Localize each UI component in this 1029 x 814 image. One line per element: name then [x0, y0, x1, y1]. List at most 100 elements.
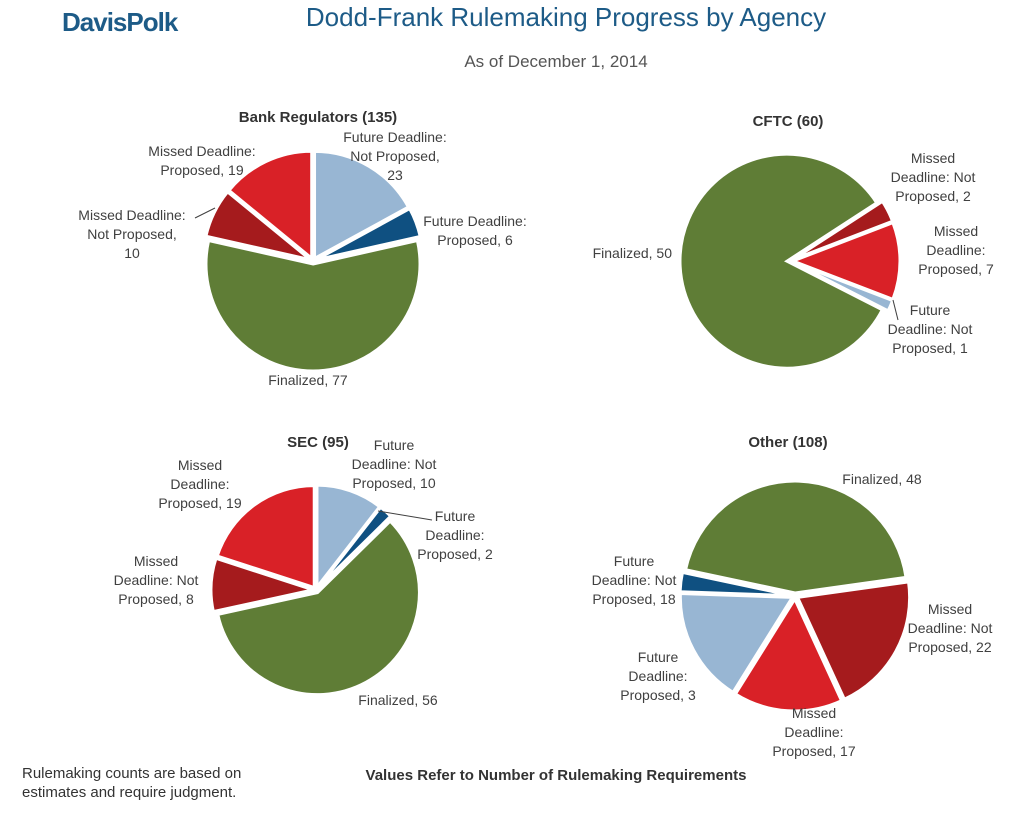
- slice-label-line: Deadline:: [784, 724, 843, 740]
- page-subtitle: As of December 1, 2014: [464, 52, 647, 71]
- pie-slice-missed-not-proposed: [795, 580, 912, 702]
- slice-label-line: Not Proposed,: [350, 148, 440, 164]
- slice-label-line: Missed Deadline:: [148, 143, 255, 159]
- slice-label-line: Deadline: Not: [592, 572, 677, 588]
- slice-label-line: Missed: [934, 223, 978, 239]
- pie-slice-future-proposed: [678, 570, 793, 598]
- slice-label-line: Future Deadline:: [343, 129, 447, 145]
- slice-label: Missed Deadline: Not Proposed, 2: [891, 150, 976, 204]
- slice-label: Future Deadline: Proposed, 2: [417, 508, 493, 562]
- slice-label-line: Missed: [792, 705, 836, 721]
- slice-label: Missed Deadline: Proposed, 7: [918, 223, 994, 277]
- page-title: Dodd-Frank Rulemaking Progress by Agency: [306, 2, 826, 32]
- pie-slice-finalized: [683, 479, 908, 595]
- slice-label-line: Missed: [928, 601, 972, 617]
- pie-slice-future-not-proposed: [315, 483, 382, 592]
- slice-label-line: Missed: [134, 553, 178, 569]
- slice-label-line: Proposed, 19: [158, 495, 241, 511]
- slice-label-line: Proposed, 2: [417, 546, 493, 562]
- slice-label: Missed Deadline: Proposed, 17: [772, 705, 855, 759]
- slice-label-line: Deadline: Not: [891, 169, 976, 185]
- slice-label-line: Not Proposed,: [87, 226, 177, 242]
- pie-slice-finalized: [215, 518, 421, 697]
- slice-label-line: Deadline:: [628, 668, 687, 684]
- slice-label-line: Proposed, 2: [895, 188, 971, 204]
- slice-label-line: Proposed, 1: [892, 340, 968, 356]
- slice-label-line: Deadline:: [926, 242, 985, 258]
- slice-label-line: Future: [614, 553, 655, 569]
- pie-title: Other (108): [748, 434, 827, 451]
- slice-label-line: Proposed, 8: [118, 591, 194, 607]
- slice-label: Future Deadline: Not Proposed, 10: [352, 437, 437, 491]
- pie-slice-missed-proposed: [226, 149, 314, 262]
- slice-label-line: Future: [374, 437, 415, 453]
- slice-label-line: Deadline:: [170, 476, 229, 492]
- slice-label-line: Proposed, 18: [592, 591, 675, 607]
- leader-line: [194, 207, 216, 219]
- slice-label-line: Proposed, 17: [772, 743, 855, 759]
- slice-label: Finalized, 56: [358, 692, 438, 708]
- pie-slice-missed-not-proposed: [204, 189, 312, 262]
- pie-slice-future-not-proposed: [678, 591, 795, 695]
- footer-caption: Values Refer to Number of Rulemaking Req…: [366, 767, 747, 784]
- pie-slice-missed-proposed: [788, 220, 902, 302]
- pie-title: Bank Regulators (135): [239, 109, 397, 126]
- slice-label: Future Deadline: Not Proposed, 23: [343, 129, 447, 183]
- slice-label: Missed Deadline: Not Proposed, 8: [114, 553, 199, 607]
- slice-label-line: Missed: [911, 150, 955, 166]
- slice-label-line: Deadline: Not: [114, 572, 199, 588]
- slice-label-line: Finalized, 77: [268, 372, 348, 388]
- footer-note-line-1: Rulemaking counts are based on: [22, 765, 241, 782]
- slice-label: Future Deadline: Proposed, 6: [423, 213, 527, 248]
- slice-label-line: Proposed, 3: [620, 687, 696, 703]
- pie-title: SEC (95): [287, 434, 349, 451]
- slice-label-line: Missed Deadline:: [78, 207, 185, 223]
- slice-label: Future Deadline: Proposed, 3: [620, 649, 696, 703]
- slice-label-line: Proposed, 7: [918, 261, 994, 277]
- slice-label-line: Missed: [178, 457, 222, 473]
- slice-label-line: Proposed, 22: [908, 639, 991, 655]
- pie-slice-missed-proposed: [215, 484, 316, 590]
- pie-slice-future-proposed: [315, 206, 422, 262]
- slice-label-line: Future: [910, 302, 951, 318]
- slice-label-line: Finalized, 48: [842, 471, 922, 487]
- slice-label-line: Deadline:: [425, 527, 484, 543]
- slice-label-line: Future: [638, 649, 679, 665]
- slice-label-line: 23: [387, 167, 403, 183]
- pie-1: CFTC (60)Future Deadline: Not Proposed, 1F…: [593, 113, 994, 370]
- pie-2: SEC (95) Future Deadline: Not Proposed, 10F…: [114, 434, 493, 708]
- pie-slice-missed-not-proposed: [209, 556, 319, 614]
- pie-title: CFTC (60): [753, 113, 824, 130]
- leader-line: [892, 299, 899, 321]
- pie-slice-future-not-proposed: [313, 149, 411, 261]
- slice-label: Missed Deadline: Not Proposed, 22: [908, 601, 993, 655]
- slice-label: Finalized, 77: [268, 372, 348, 388]
- slice-label-line: Deadline: Not: [908, 620, 993, 636]
- pie-slice-finalized: [678, 152, 885, 370]
- slice-label: Missed Deadline: Not Proposed, 10: [78, 207, 185, 261]
- slice-label: Finalized, 48: [842, 471, 922, 487]
- slice-label-line: Future: [435, 508, 476, 524]
- slice-label-line: Deadline: Not: [888, 321, 973, 337]
- pie-slice-future-proposed: [316, 505, 393, 589]
- slice-label: Future Deadline: Not Proposed, 18: [592, 553, 677, 607]
- footer-note-line-2: estimates and require judgment.: [22, 784, 236, 801]
- davis-polk-logo: DavisPolk: [62, 7, 179, 37]
- slice-label: Future Deadline: Not Proposed, 1: [888, 302, 973, 356]
- slice-label-line: Finalized, 56: [358, 692, 438, 708]
- slice-label: Missed Deadline: Proposed, 19: [158, 457, 241, 511]
- slice-label-line: Proposed, 19: [160, 162, 243, 178]
- slice-label: Finalized, 50: [593, 245, 673, 261]
- pie-slice-missed-proposed: [733, 595, 844, 713]
- pie-0: Bank Regulators (135) Future Deadline: Not…: [78, 109, 526, 388]
- leader-line: [377, 510, 433, 521]
- slice-label-line: 10: [124, 245, 140, 261]
- pie-slice-finalized: [204, 238, 422, 373]
- slice-label-line: Proposed, 10: [352, 475, 435, 491]
- slice-label-line: Deadline: Not: [352, 456, 437, 472]
- pie-3: Other (108) Future Deadline: Not Proposed, …: [592, 434, 993, 759]
- slice-label-line: Proposed, 6: [437, 232, 513, 248]
- slice-label: Missed Deadline: Proposed, 19: [148, 143, 255, 178]
- slice-label-line: Future Deadline:: [423, 213, 527, 229]
